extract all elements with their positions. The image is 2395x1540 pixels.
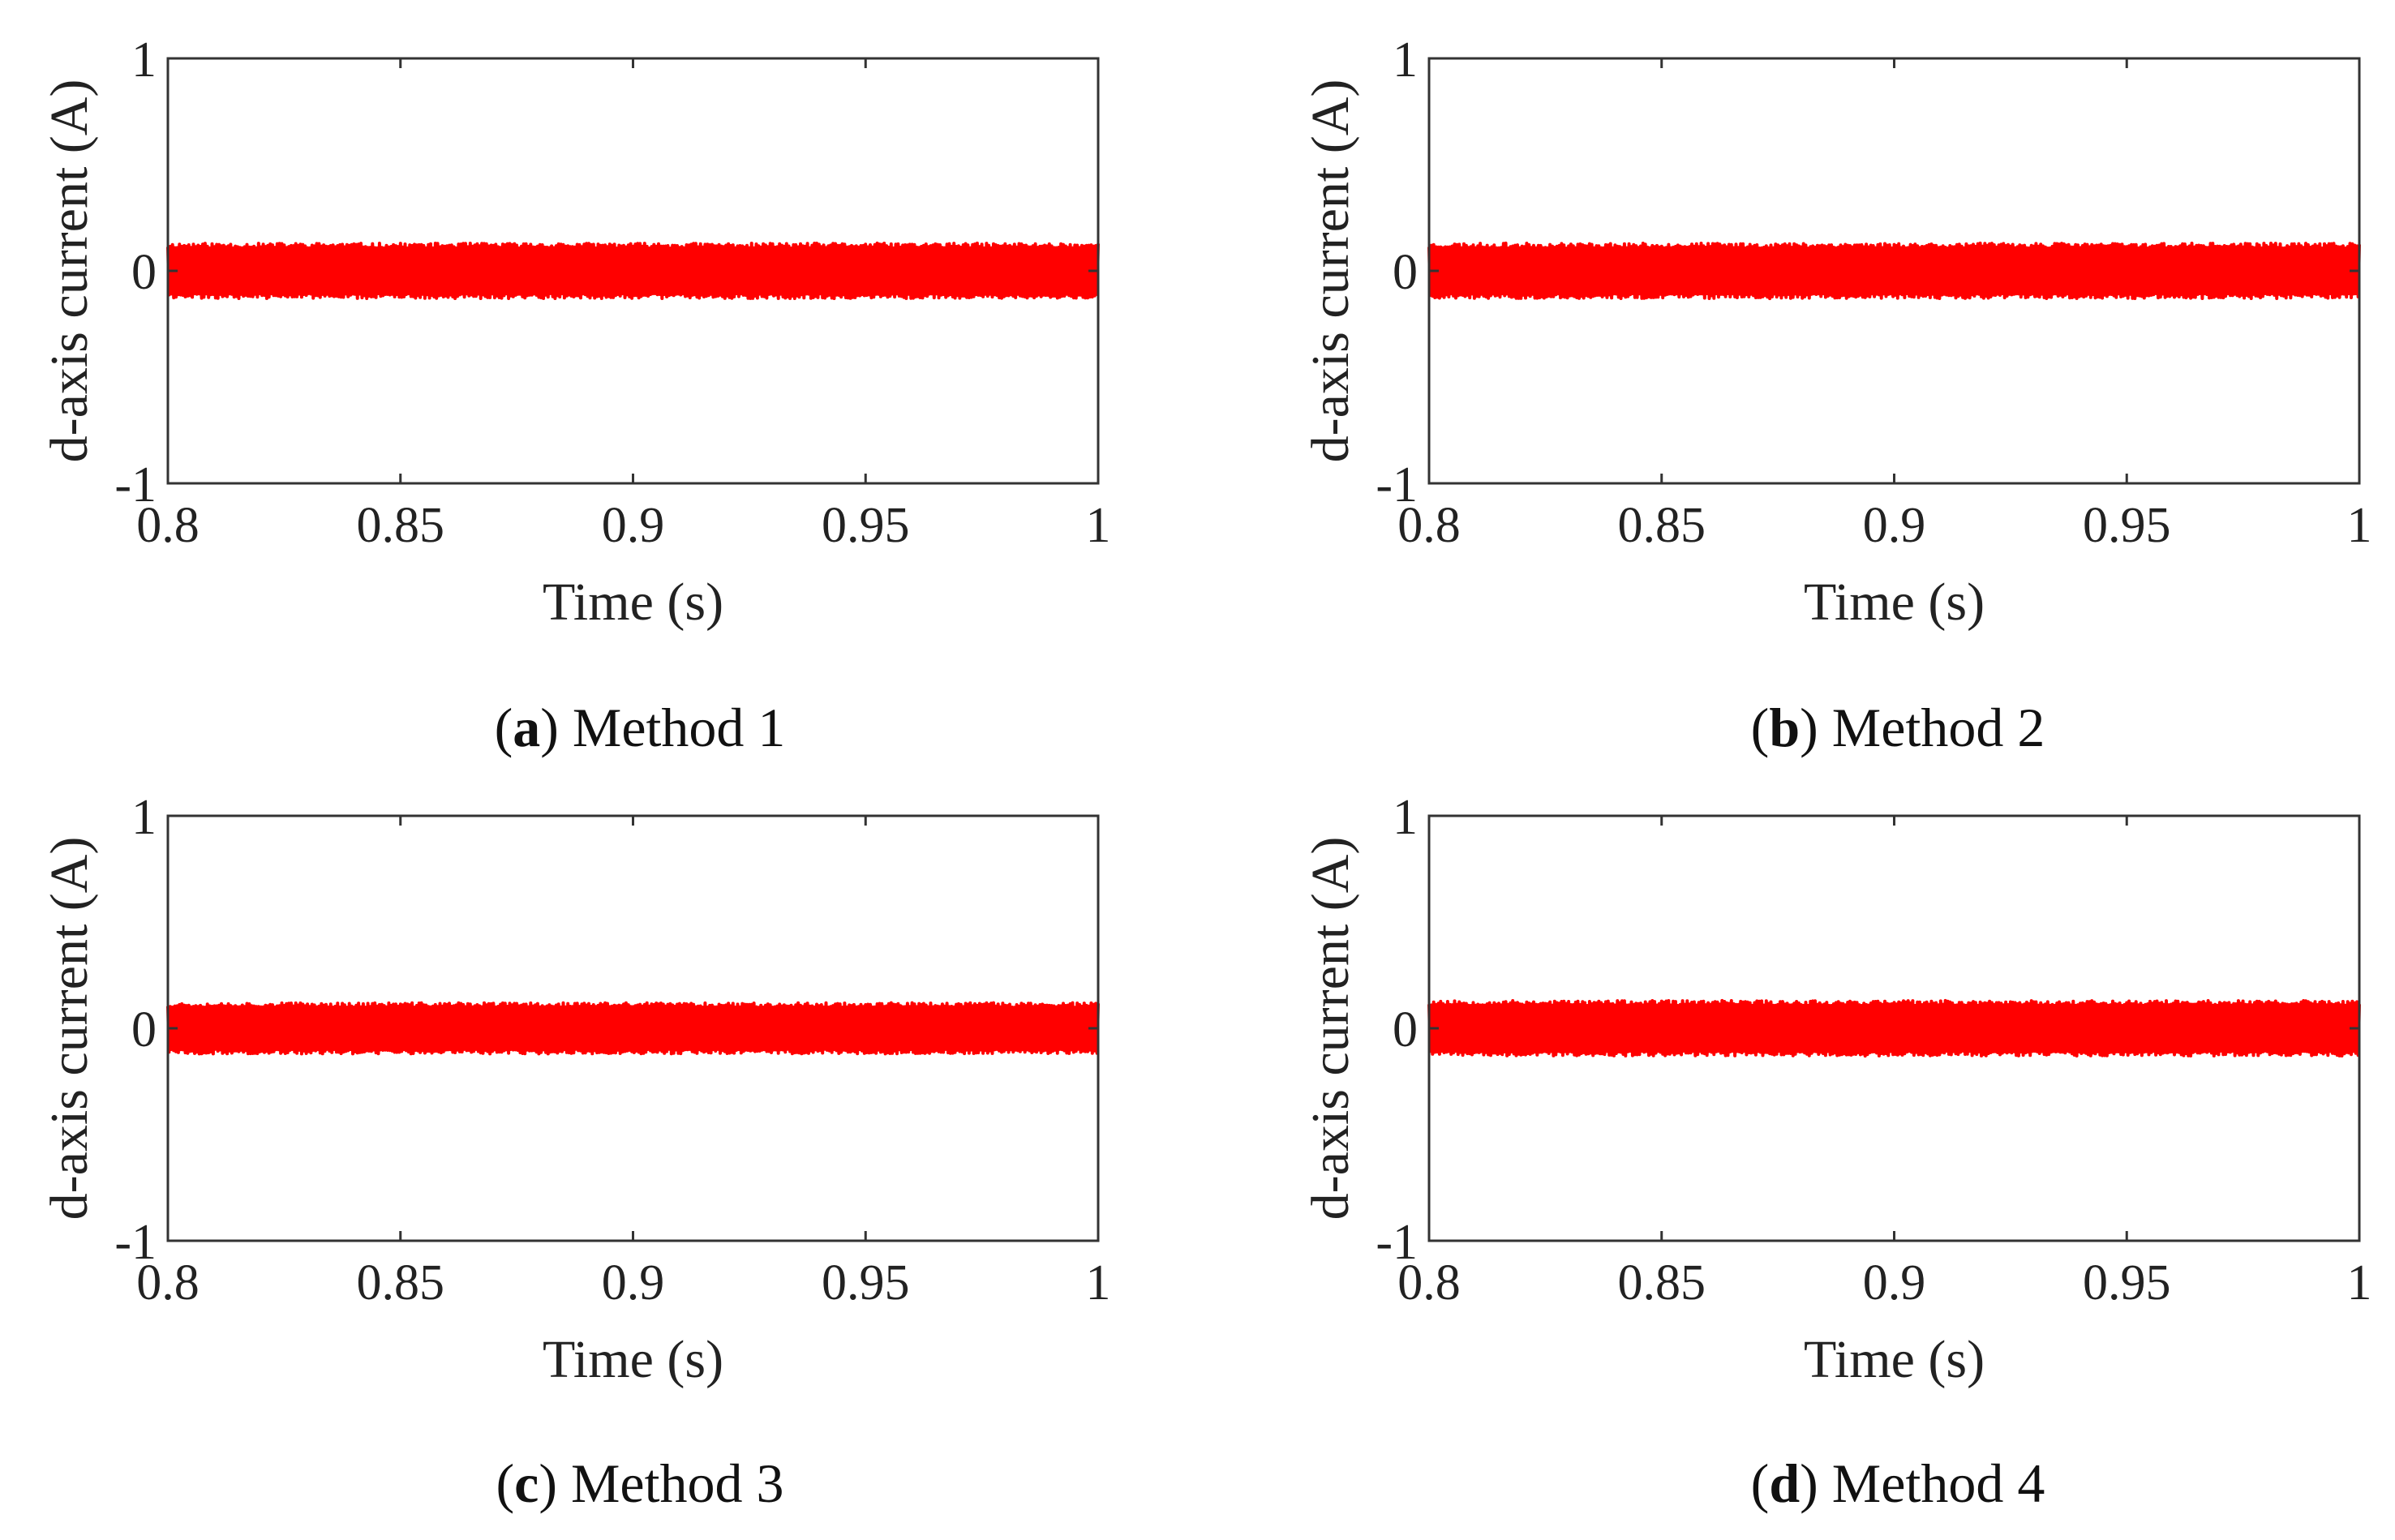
x-tick-label-c-2: 0.9 [602,1255,665,1311]
panel-title-d: Method 4 [1831,1452,2045,1514]
y-tick-label-c-2: -1 [114,1215,157,1270]
y-axis-label-d: d-axis current (A) [1301,837,1360,1220]
panel-title-a: Method 1 [572,697,786,758]
panel-letter-d: d [1769,1452,1801,1514]
x-tick-label-b-0: 0.8 [1397,498,1461,553]
y-tick-label-a-1: 0 [131,245,157,300]
panel-caption-d: (d) Method 4 [1750,1452,2045,1514]
y-tick-label-b-2: -1 [1376,457,1418,513]
y-tick-label-a-2: -1 [114,457,157,513]
y-tick-label-a-0: 1 [131,32,157,88]
panel-title-c: Method 3 [570,1452,784,1514]
x-tick-label-a-0: 0.8 [136,498,200,553]
y-tick-label-d-1: 0 [1393,1002,1418,1057]
x-tick-label-b-2: 0.9 [1863,498,1926,553]
y-axis-label-a: d-axis current (A) [40,79,99,463]
chart-panel-c: 0.8 0.85 0.9 0.95 1 1 0 -1 Time (s) d-axis curren… [40,790,1110,1389]
x-axis-label-b: Time (s) [1804,573,1985,632]
y-axis-label-b: d-axis current (A) [1301,79,1360,463]
panel-title-b: Method 2 [1831,697,2045,758]
x-tick-label-d-3: 0.95 [2083,1255,2171,1311]
x-tick-label-a-4: 1 [1086,498,1111,553]
x-tick-label-d-0: 0.8 [1397,1255,1461,1311]
y-tick-label-b-1: 0 [1393,245,1418,300]
x-tick-label-c-3: 0.95 [822,1255,910,1311]
y-tick-label-d-2: -1 [1376,1215,1418,1270]
chart-panel-b: 0.8 0.85 0.9 0.95 1 1 0 -1 Time (s) d-axis curren… [1301,32,2371,632]
x-tick-label-d-4: 1 [2347,1255,2372,1311]
x-axis-label-a: Time (s) [543,573,723,632]
x-tick-label-a-2: 0.9 [602,498,665,553]
x-tick-label-d-2: 0.9 [1863,1255,1926,1311]
panel-caption-b: (b) Method 2 [1750,697,2045,758]
series-line-d-0 [1427,998,2361,1058]
panel-letter-a: a [513,697,541,758]
x-axis-label-d: Time (s) [1804,1330,1985,1389]
x-tick-label-d-1: 0.85 [1618,1255,1706,1311]
x-tick-label-b-1: 0.85 [1618,498,1706,553]
chart-panel-a: 0.8 0.85 0.9 0.95 1 1 0 -1 Time (s) d-axis curren… [40,32,1110,632]
y-tick-label-c-1: 0 [131,1002,157,1057]
panel-letter-b: b [1769,697,1801,758]
panel-caption-c: (c) Method 3 [496,1452,784,1514]
x-tick-label-c-1: 0.85 [357,1255,445,1311]
x-tick-label-b-3: 0.95 [2083,498,2171,553]
y-tick-label-c-0: 1 [131,790,157,845]
chart-panel-d: 0.8 0.85 0.9 0.95 1 1 0 -1 Time (s) d-axis curren… [1301,790,2371,1389]
x-tick-label-c-4: 1 [1086,1255,1111,1311]
panel-caption-a: (a) Method 1 [494,697,786,758]
x-tick-label-a-1: 0.85 [357,498,445,553]
y-tick-label-d-0: 1 [1393,790,1418,845]
panel-letter-c: c [514,1452,539,1514]
x-tick-label-b-4: 1 [2347,498,2372,553]
series-line-c-0 [166,1001,1100,1056]
series-line-a-0 [166,241,1100,300]
series-line-b-0 [1427,241,2361,301]
x-tick-label-c-0: 0.8 [136,1255,200,1311]
x-tick-label-a-3: 0.95 [822,498,910,553]
x-axis-label-c: Time (s) [543,1330,723,1389]
y-tick-label-b-0: 1 [1393,32,1418,88]
y-axis-label-c: d-axis current (A) [40,837,99,1220]
